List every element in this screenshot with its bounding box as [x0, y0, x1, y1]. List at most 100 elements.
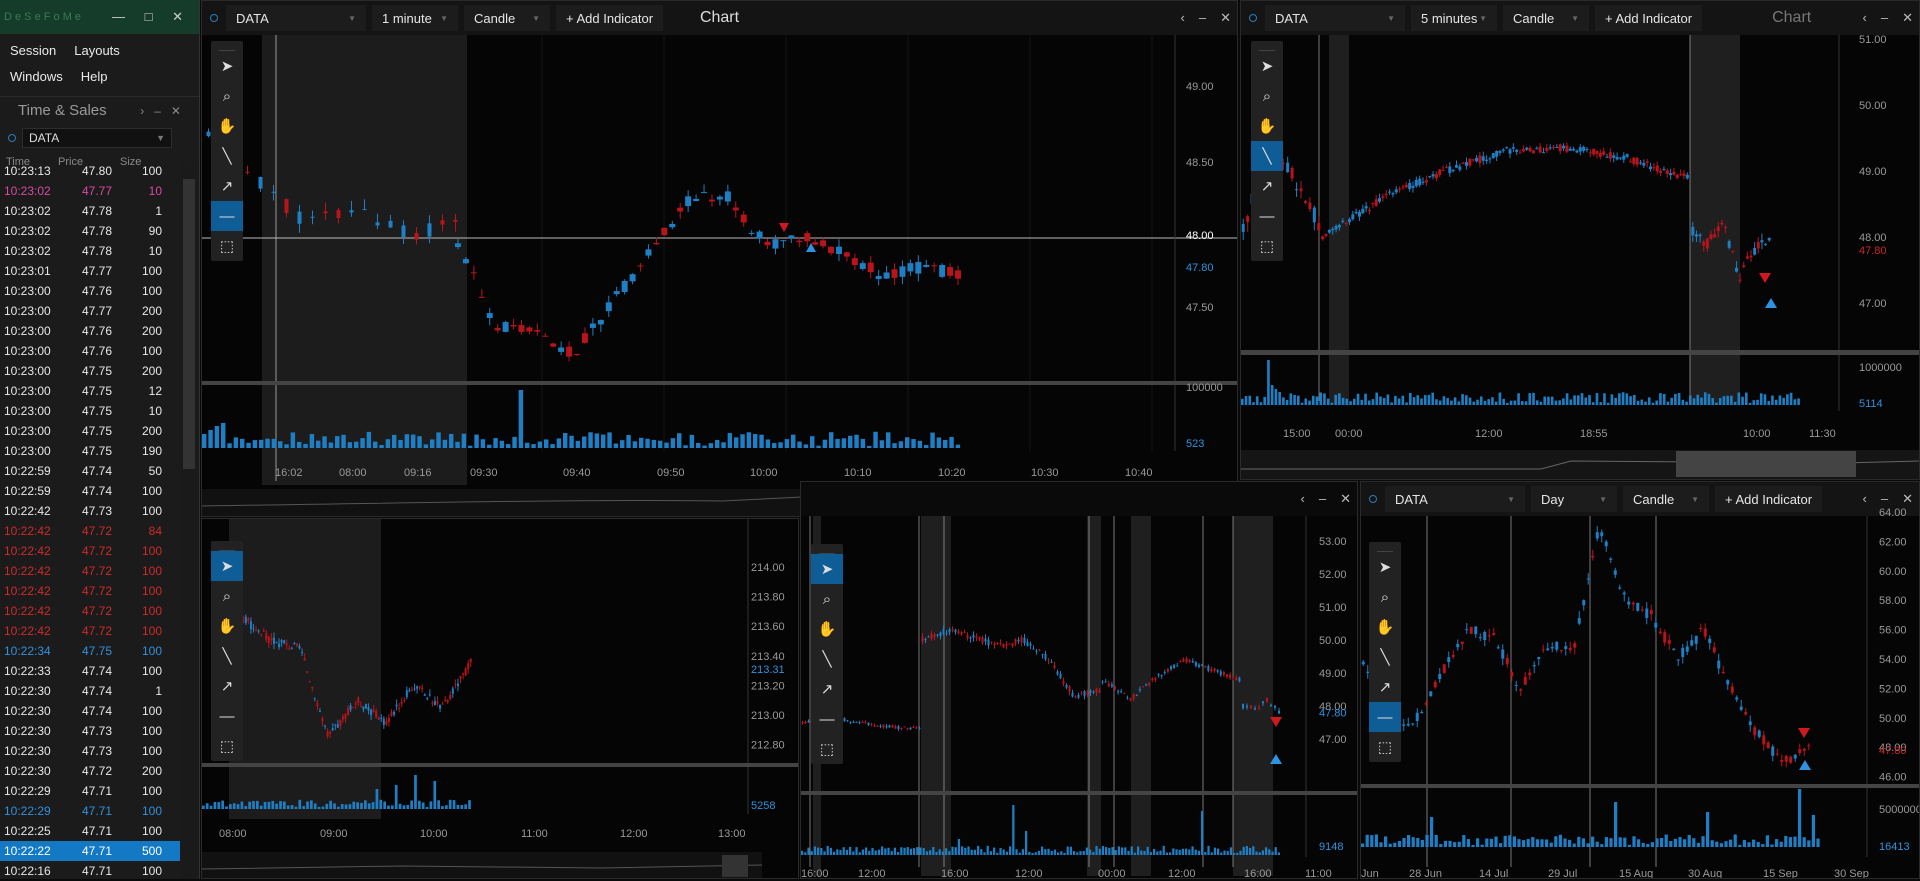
rect-icon[interactable]: ⬚ [219, 238, 235, 255]
time-sales-row[interactable]: 10:22:30 47.73 100 [0, 741, 180, 761]
menu-help[interactable]: Help [80, 69, 108, 84]
grip-icon[interactable] [219, 41, 235, 51]
zoom-icon[interactable]: ⌕ [222, 87, 232, 105]
link-dot-icon[interactable] [1249, 14, 1257, 22]
time-sales-row[interactable]: 10:23:02 47.78 10 [0, 241, 180, 261]
rect-icon[interactable]: ⬚ [1377, 739, 1393, 756]
time-sales-row[interactable]: 10:23:02 47.77 10 [0, 181, 180, 201]
pointer-icon[interactable]: ➤ [1378, 559, 1392, 576]
time-sales-row[interactable]: 10:22:30 47.73 100 [0, 721, 180, 741]
col-time[interactable]: Time [6, 156, 31, 168]
time-sales-row[interactable]: 10:22:59 47.74 50 [0, 461, 180, 481]
panel-controls[interactable]: ‹ – ✕ [1181, 10, 1231, 26]
interval-dropdown[interactable]: 5 minutes ▼ [1411, 5, 1497, 31]
grip-icon[interactable] [1377, 542, 1393, 552]
pan-icon[interactable]: ✋ [817, 621, 837, 638]
link-dot-icon[interactable] [1369, 495, 1377, 503]
hline-icon[interactable]: — [1259, 207, 1275, 225]
time-sales-row[interactable]: 10:22:42 47.72 100 [0, 541, 180, 561]
symbol-dropdown[interactable]: DATA ▼ [1265, 5, 1405, 31]
time-sales-row[interactable]: 10:22:30 47.74 100 [0, 701, 180, 721]
zoom-icon[interactable]: ⌕ [222, 587, 232, 605]
pan-icon[interactable]: ✋ [217, 118, 237, 135]
interval-dropdown[interactable]: Day ▼ [1531, 486, 1617, 512]
interval-dropdown[interactable]: 1 minute ▼ [372, 5, 458, 31]
menu-session[interactable]: Session [10, 43, 57, 58]
time-sales-row[interactable]: 10:22:29 47.71 100 [0, 781, 180, 801]
panel-controls[interactable]: ›–✕ [140, 103, 191, 118]
link-dot-icon[interactable] [8, 134, 16, 142]
symbol-dropdown[interactable]: DATA ▼ [226, 5, 366, 31]
arrow-icon[interactable]: ↗ [220, 178, 234, 195]
hline-icon[interactable]: — [219, 707, 235, 725]
pan-icon[interactable]: ✋ [217, 618, 237, 635]
scrollbar[interactable] [181, 161, 197, 879]
arrow-icon[interactable]: ↗ [1260, 178, 1274, 195]
panel-controls[interactable]: ‹ – ✕ [1301, 491, 1351, 507]
rect-icon[interactable]: ⬚ [219, 738, 235, 755]
time-sales-row[interactable]: 10:22:22 47.71 500 [0, 841, 180, 861]
time-sales-row[interactable]: 10:22:30 47.72 200 [0, 761, 180, 781]
time-sales-row[interactable]: 10:23:02 47.78 1 [0, 201, 180, 221]
time-sales-row[interactable]: 10:23:00 47.75 12 [0, 381, 180, 401]
panel-controls[interactable]: ‹ – ✕ [1863, 10, 1913, 26]
line-icon[interactable]: ╲ [222, 648, 232, 665]
pan-icon[interactable]: ✋ [1375, 619, 1395, 636]
symbol-input[interactable]: DATA ▼ [22, 128, 172, 148]
arrow-icon[interactable]: ↗ [220, 678, 234, 695]
time-sales-row[interactable]: 10:23:02 47.78 90 [0, 221, 180, 241]
link-dot-icon[interactable] [210, 14, 218, 22]
zoom-icon[interactable]: ⌕ [1380, 588, 1390, 606]
pointer-icon[interactable]: ➤ [211, 551, 243, 581]
line-icon[interactable]: ╲ [822, 651, 832, 668]
arrow-icon[interactable]: ↗ [1378, 679, 1392, 696]
scrollbar-thumb[interactable] [183, 179, 195, 469]
pointer-icon[interactable]: ➤ [811, 554, 843, 584]
time-sales-row[interactable]: 10:23:00 47.75 200 [0, 421, 180, 441]
time-sales-row[interactable]: 10:22:16 47.71 100 [0, 861, 180, 881]
grip-icon[interactable] [819, 544, 835, 554]
hline-icon[interactable]: — [819, 710, 835, 728]
style-dropdown[interactable]: Candle ▼ [464, 5, 550, 31]
col-size[interactable]: Size [120, 156, 142, 168]
zoom-icon[interactable]: ⌕ [822, 590, 832, 608]
rect-icon[interactable]: ⬚ [1259, 238, 1275, 255]
line-icon[interactable]: ╲ [222, 148, 232, 165]
grip-icon[interactable] [219, 541, 235, 551]
zoom-icon[interactable]: ⌕ [1262, 87, 1272, 105]
time-sales-row[interactable]: 10:22:42 47.72 100 [0, 581, 180, 601]
time-sales-row[interactable]: 10:23:00 47.76 100 [0, 281, 180, 301]
pointer-icon[interactable]: ➤ [220, 58, 234, 75]
panel-controls[interactable]: ‹ – ✕ [1863, 491, 1913, 507]
grip-icon[interactable] [1259, 41, 1275, 51]
style-dropdown[interactable]: Candle ▼ [1623, 486, 1709, 512]
time-sales-row[interactable]: 10:22:42 47.72 100 [0, 621, 180, 641]
arrow-icon[interactable]: ↗ [820, 681, 834, 698]
time-sales-row[interactable]: 10:23:00 47.75 190 [0, 441, 180, 461]
symbol-dropdown[interactable]: DATA ▼ [1385, 486, 1525, 512]
time-sales-row[interactable]: 10:23:00 47.75 200 [0, 361, 180, 381]
time-sales-row[interactable]: 10:22:42 47.72 100 [0, 561, 180, 581]
window-controls[interactable]: — □ ✕ [112, 9, 191, 24]
time-sales-row[interactable]: 10:22:30 47.74 1 [0, 681, 180, 701]
rect-icon[interactable]: ⬚ [819, 741, 835, 758]
time-sales-row[interactable]: 10:22:29 47.71 100 [0, 801, 180, 821]
pan-icon[interactable]: ✋ [1257, 118, 1277, 135]
time-sales-row[interactable]: 10:22:42 47.72 100 [0, 601, 180, 621]
time-sales-row[interactable]: 10:22:33 47.74 100 [0, 661, 180, 681]
time-sales-row[interactable]: 10:22:42 47.72 84 [0, 521, 180, 541]
hline-icon[interactable]: — [211, 201, 243, 231]
pointer-icon[interactable]: ➤ [1260, 58, 1274, 75]
col-price[interactable]: Price [58, 156, 84, 168]
time-sales-row[interactable]: 10:22:42 47.73 100 [0, 501, 180, 521]
menu-layouts[interactable]: Layouts [74, 43, 120, 58]
time-sales-row[interactable]: 10:23:00 47.77 200 [0, 301, 180, 321]
time-sales-row[interactable]: 10:23:13 47.80 100 [0, 161, 180, 181]
line-icon[interactable]: ╲ [1251, 141, 1283, 171]
time-sales-row[interactable]: 10:22:59 47.74 100 [0, 481, 180, 501]
add-indicator-button[interactable]: + Add Indicator [556, 5, 664, 31]
hline-icon[interactable]: — [1369, 702, 1401, 732]
add-indicator-button[interactable]: + Add Indicator [1715, 486, 1823, 512]
time-sales-row[interactable]: 10:22:25 47.71 100 [0, 821, 180, 841]
time-sales-row[interactable]: 10:23:01 47.77 100 [0, 261, 180, 281]
